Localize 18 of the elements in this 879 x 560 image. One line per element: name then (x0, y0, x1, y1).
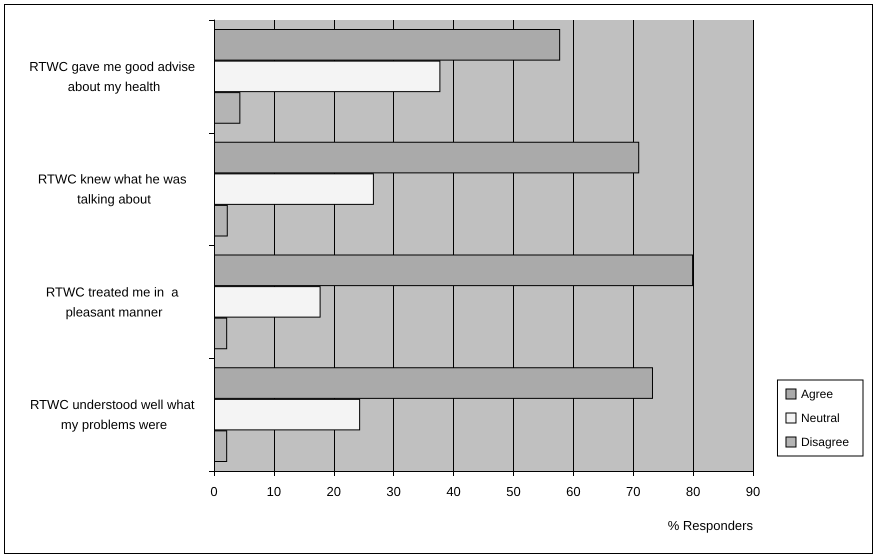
x-tick-label: 40 (446, 484, 461, 499)
legend-label: Disagree (800, 435, 850, 449)
x-tick-label: 30 (386, 484, 401, 499)
x-tick-label: 50 (506, 484, 521, 499)
y-tick-label: RTWC treated me in a pleasant manner (46, 284, 182, 320)
y-tick-label: RTWC knew what he was talking about (38, 172, 190, 207)
x-axis-title: % Responders (668, 518, 754, 533)
x-tick-label: 20 (326, 484, 342, 499)
legend-label: Agree (800, 387, 834, 401)
x-tick-label: 90 (746, 484, 760, 499)
x-tick-label: 10 (266, 484, 282, 499)
x-tick-label: 0 (210, 484, 218, 499)
y-tick-label: RTWC understood well what my problems were (30, 397, 198, 432)
x-tick-label: 60 (566, 484, 581, 499)
legend-label: Neutral (800, 411, 840, 425)
x-tick-label: 80 (686, 484, 700, 499)
x-tick-label: 70 (626, 484, 640, 499)
y-tick-label: RTWC gave me good advise about my health (29, 58, 199, 94)
